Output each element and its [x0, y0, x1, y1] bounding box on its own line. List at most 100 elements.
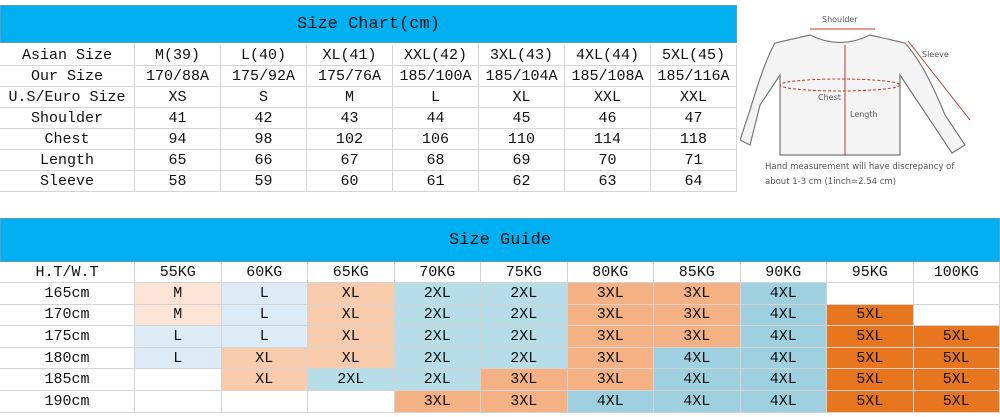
- table-cell: 47: [651, 108, 737, 129]
- size-cell: 3XL: [394, 391, 481, 413]
- size-cell: 3XL: [567, 326, 654, 348]
- table-cell: 63: [565, 171, 651, 192]
- empty-cell: [827, 283, 914, 305]
- size-cell: 2XL: [394, 326, 481, 348]
- size-cell: 3XL: [654, 326, 741, 348]
- table-cell: 118: [651, 129, 737, 150]
- empty-cell: [913, 304, 1000, 327]
- table-cell: 4XL(44): [565, 45, 651, 66]
- row-label: 190cm: [0, 391, 135, 413]
- size-cell: L: [221, 326, 308, 348]
- shirt-outline: [740, 34, 966, 156]
- table-cell: 175/92A: [221, 66, 307, 87]
- table-cell: 60: [307, 171, 393, 192]
- chest-label: Chest: [818, 93, 841, 102]
- table-cell: XXL: [651, 87, 737, 108]
- size-cell: 2XL: [394, 304, 481, 327]
- table-cell: 43: [307, 108, 393, 129]
- table-cell: 94: [135, 129, 221, 150]
- table-cell: 70: [565, 150, 651, 171]
- chest-line: [779, 78, 901, 92]
- table-cell: 67: [307, 150, 393, 171]
- column-header: 100KG: [913, 262, 1000, 283]
- table-cell: 98: [221, 129, 307, 150]
- size-cell: 5XL: [913, 369, 1000, 391]
- size-cell: 4XL: [740, 326, 827, 348]
- column-header: 65KG: [308, 262, 395, 283]
- size-cell: 2XL: [481, 304, 568, 327]
- table-cell: 5XL(45): [651, 45, 737, 66]
- size-cell: L: [221, 304, 308, 327]
- table-cell: 61: [393, 171, 479, 192]
- table-cell: L(40): [221, 45, 307, 66]
- size-cell: 4XL: [740, 369, 827, 391]
- note-line: Hand measurement will have discrepancy o…: [765, 162, 955, 172]
- empty-cell: [135, 391, 222, 413]
- table-cell: 175/76A: [307, 66, 393, 87]
- size-cell: 2XL: [394, 369, 481, 391]
- size-cell: 4XL: [740, 283, 827, 305]
- row-label: 170cm: [0, 304, 135, 327]
- size-cell: 4XL: [654, 347, 741, 370]
- size-cell: 2XL: [481, 347, 568, 370]
- column-header: H.T/W.T: [0, 262, 135, 283]
- table-cell: 68: [393, 150, 479, 171]
- size-cell: L: [221, 283, 308, 305]
- table-cell: L: [393, 87, 479, 108]
- column-header: 90KG: [740, 262, 827, 283]
- size-cell: 5XL: [913, 326, 1000, 348]
- table-cell: 64: [651, 171, 737, 192]
- size-cell: 3XL: [567, 369, 654, 391]
- table-cell: XXL(42): [393, 45, 479, 66]
- table-cell: S: [221, 87, 307, 108]
- table-cell: XL(41): [307, 45, 393, 66]
- size-cell: 4XL: [740, 347, 827, 370]
- table-cell: 62: [479, 171, 565, 192]
- length-label: Length: [850, 110, 878, 119]
- row-label: Our Size: [0, 66, 135, 87]
- row-label: Sleeve: [0, 171, 135, 192]
- measurement-diagram: Shoulder Sleeve Chest Length Hand measur…: [740, 5, 998, 205]
- size-cell: L: [135, 347, 222, 370]
- table-cell: 185/116A: [651, 66, 737, 87]
- row-label: Shoulder: [0, 108, 135, 129]
- empty-cell: [308, 391, 395, 413]
- size-cell: M: [135, 304, 222, 327]
- size-cell: 2XL: [481, 326, 568, 348]
- size-guide-title: Size Guide: [0, 218, 1000, 262]
- table-cell: 69: [479, 150, 565, 171]
- size-cell: 3XL: [654, 304, 741, 327]
- row-label: Chest: [0, 129, 135, 150]
- size-cell: 5XL: [827, 391, 914, 413]
- column-header: 55KG: [135, 262, 222, 283]
- size-cell: 5XL: [913, 391, 1000, 413]
- column-header: 85KG: [654, 262, 741, 283]
- size-cell: XL: [308, 347, 395, 370]
- table-cell: M: [307, 87, 393, 108]
- size-cell: 3XL: [567, 283, 654, 305]
- column-header: 95KG: [827, 262, 914, 283]
- size-cell: 3XL: [654, 283, 741, 305]
- size-cell: 5XL: [913, 347, 1000, 370]
- table-cell: 41: [135, 108, 221, 129]
- size-cell: 5XL: [827, 304, 914, 327]
- table-cell: 106: [393, 129, 479, 150]
- row-label: U.S/Euro Size: [0, 87, 135, 108]
- table-cell: 44: [393, 108, 479, 129]
- size-cell: 4XL: [654, 391, 741, 413]
- size-cell: 4XL: [740, 304, 827, 327]
- table-cell: 65: [135, 150, 221, 171]
- size-cell: 2XL: [394, 347, 481, 370]
- table-cell: 102: [307, 129, 393, 150]
- size-cell: 2XL: [481, 283, 568, 305]
- size-cell: 5XL: [827, 326, 914, 348]
- table-cell: 185/104A: [479, 66, 565, 87]
- size-cell: 3XL: [567, 304, 654, 327]
- size-chart-title: Size Chart(cm): [0, 5, 737, 43]
- table-cell: 42: [221, 108, 307, 129]
- size-cell: XL: [308, 283, 395, 305]
- column-header: 75KG: [481, 262, 568, 283]
- row-label: 175cm: [0, 326, 135, 348]
- table-cell: XL: [479, 87, 565, 108]
